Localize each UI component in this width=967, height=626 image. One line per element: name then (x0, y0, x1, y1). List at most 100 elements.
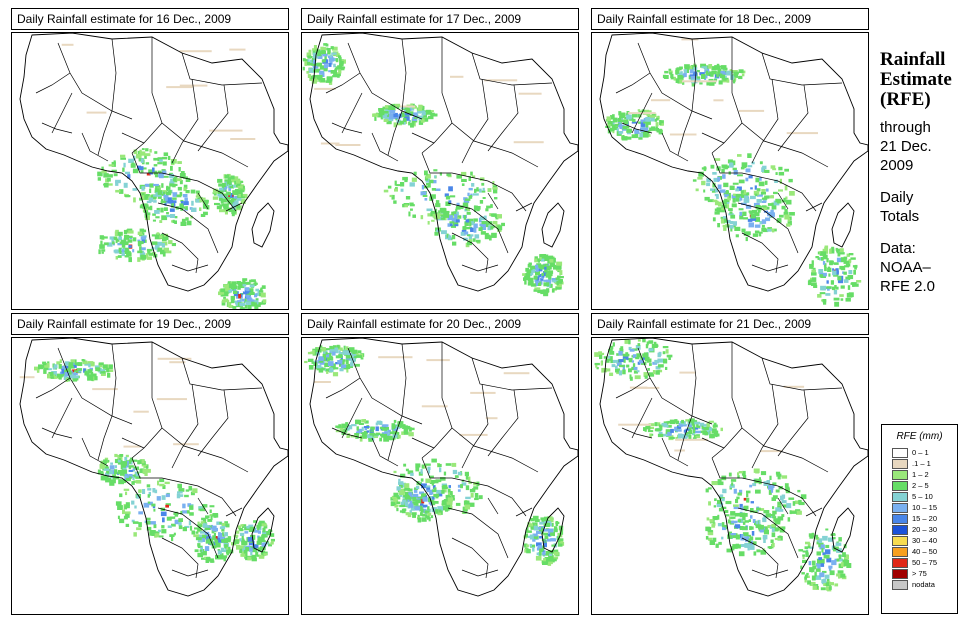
country-border (131, 37, 163, 154)
country-border (421, 457, 452, 479)
country-border (121, 437, 145, 449)
country-border (401, 38, 407, 112)
country-border (161, 122, 249, 168)
country-border (171, 264, 209, 272)
country-border (711, 342, 743, 459)
coastline (19, 338, 288, 597)
country-border (171, 569, 209, 577)
legend-swatch (892, 492, 908, 502)
country-border (41, 427, 73, 439)
country-border (515, 507, 533, 517)
legend-item: 15 – 20 (882, 514, 957, 525)
country-border (161, 537, 199, 579)
legend-label: 50 – 75 (912, 558, 938, 567)
country-border (451, 427, 539, 473)
heading-line: Rainfall (880, 49, 946, 70)
country-border (451, 172, 527, 212)
country-border (711, 152, 742, 174)
legend-swatch (892, 481, 908, 491)
country-border (805, 507, 823, 517)
country-border (461, 383, 489, 469)
country-border (197, 497, 209, 515)
panel-title: Daily Rainfall estimate for 21 Dec., 200… (591, 313, 869, 335)
country-border (121, 132, 145, 144)
country-border (615, 72, 651, 94)
country-border (701, 132, 725, 144)
panel-title: Daily Rainfall estimate for 18 Dec., 200… (591, 8, 869, 30)
heading-line: (RFE) (880, 89, 931, 110)
legend-label: 2 – 5 (912, 481, 929, 490)
legend-item: nodata (882, 580, 957, 591)
country-border (761, 357, 843, 391)
rainfall-panel-dec-21: Daily Rainfall estimate for 21 Dec., 200… (591, 313, 869, 615)
country-border (111, 38, 117, 112)
country-border (447, 507, 509, 559)
country-border (171, 383, 199, 469)
country-border (461, 264, 499, 272)
country-border (325, 377, 361, 399)
madagascar-outline (831, 202, 855, 248)
country-border (637, 347, 713, 425)
country-border (741, 477, 817, 517)
legend-swatch (892, 569, 908, 579)
country-border (161, 427, 249, 473)
caption-line: RFE 2.0 (880, 278, 936, 295)
country-border (371, 132, 399, 162)
country-border (197, 389, 229, 457)
legend-item: 2 – 5 (882, 481, 957, 492)
caption-line: through (880, 119, 931, 136)
country-border (225, 507, 243, 517)
country-border (777, 192, 789, 210)
legend-item: .1 – 1 (882, 459, 957, 470)
country-border (197, 84, 229, 152)
coastline (19, 33, 288, 292)
legend-item: 30 – 40 (882, 536, 957, 547)
country-border (711, 37, 743, 154)
coastline (599, 338, 868, 597)
country-border (341, 92, 363, 134)
country-border (471, 52, 553, 86)
country-border (81, 437, 109, 467)
rainfall-field (61, 43, 267, 309)
legend-label: nodata (912, 580, 935, 589)
country-border (157, 507, 219, 559)
rainfall-map (591, 32, 869, 310)
country-border (81, 132, 109, 162)
country-border (615, 377, 651, 399)
rainfall-map (11, 32, 289, 310)
country-border (777, 84, 809, 152)
country-border (447, 202, 509, 254)
country-border (487, 389, 519, 457)
legend-item: 1 – 2 (882, 470, 957, 481)
caption-line: NOAA– (880, 259, 931, 276)
country-border (741, 172, 817, 212)
rfe-legend: RFE (mm) 0 – 1 .1 – 1 1 – 2 2 – 5 5 – 10 10 –… (881, 424, 958, 614)
legend-label: 30 – 40 (912, 536, 938, 545)
legend-swatch (892, 558, 908, 568)
country-border (661, 437, 689, 467)
country-border (97, 110, 113, 156)
country-border (111, 343, 117, 417)
country-border (347, 347, 423, 425)
country-border (57, 347, 133, 425)
coastline (309, 338, 578, 597)
country-border (805, 202, 823, 212)
country-border (751, 383, 779, 469)
country-border (225, 202, 243, 212)
rainfall-field (19, 357, 275, 563)
madagascar-outline (541, 202, 565, 248)
country-border (181, 357, 263, 391)
legend-swatch (892, 448, 908, 458)
legend-label: 20 – 30 (912, 525, 938, 534)
country-border (35, 72, 71, 94)
country-border (701, 437, 725, 449)
country-border (751, 264, 789, 272)
country-border (691, 38, 697, 112)
rainfall-field (605, 38, 862, 307)
country-border (741, 232, 779, 274)
caption-line: Daily (880, 189, 914, 206)
legend-swatch (892, 536, 908, 546)
country-border (621, 122, 653, 134)
madagascar-outline (831, 507, 855, 553)
country-border (41, 122, 73, 134)
